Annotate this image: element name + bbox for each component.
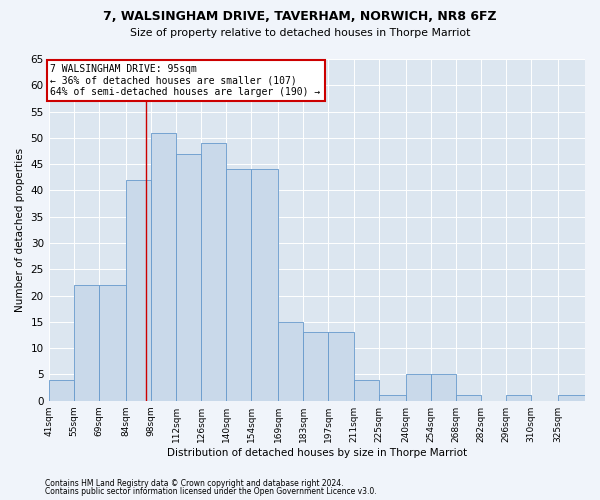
Bar [506,396,531,400]
Bar [431,374,456,400]
Bar [328,332,353,400]
Y-axis label: Number of detached properties: Number of detached properties [15,148,25,312]
Bar [251,170,278,400]
Text: 7, WALSINGHAM DRIVE, TAVERHAM, NORWICH, NR8 6FZ: 7, WALSINGHAM DRIVE, TAVERHAM, NORWICH, … [103,10,497,23]
Bar [74,285,99,401]
Bar [353,380,379,400]
Bar [99,285,126,401]
Text: Size of property relative to detached houses in Thorpe Marriot: Size of property relative to detached ho… [130,28,470,38]
Text: 7 WALSINGHAM DRIVE: 95sqm
← 36% of detached houses are smaller (107)
64% of semi: 7 WALSINGHAM DRIVE: 95sqm ← 36% of detac… [50,64,321,98]
Bar [226,170,251,400]
Text: Contains public sector information licensed under the Open Government Licence v3: Contains public sector information licen… [45,487,377,496]
X-axis label: Distribution of detached houses by size in Thorpe Marriot: Distribution of detached houses by size … [167,448,467,458]
Bar [126,180,151,400]
Bar [201,143,226,401]
Bar [558,396,585,400]
Bar [151,132,176,400]
Bar [49,380,74,400]
Bar [406,374,431,400]
Bar [278,322,304,400]
Bar [456,396,481,400]
Bar [176,154,201,400]
Bar [379,396,406,400]
Text: Contains HM Land Registry data © Crown copyright and database right 2024.: Contains HM Land Registry data © Crown c… [45,478,343,488]
Bar [304,332,328,400]
